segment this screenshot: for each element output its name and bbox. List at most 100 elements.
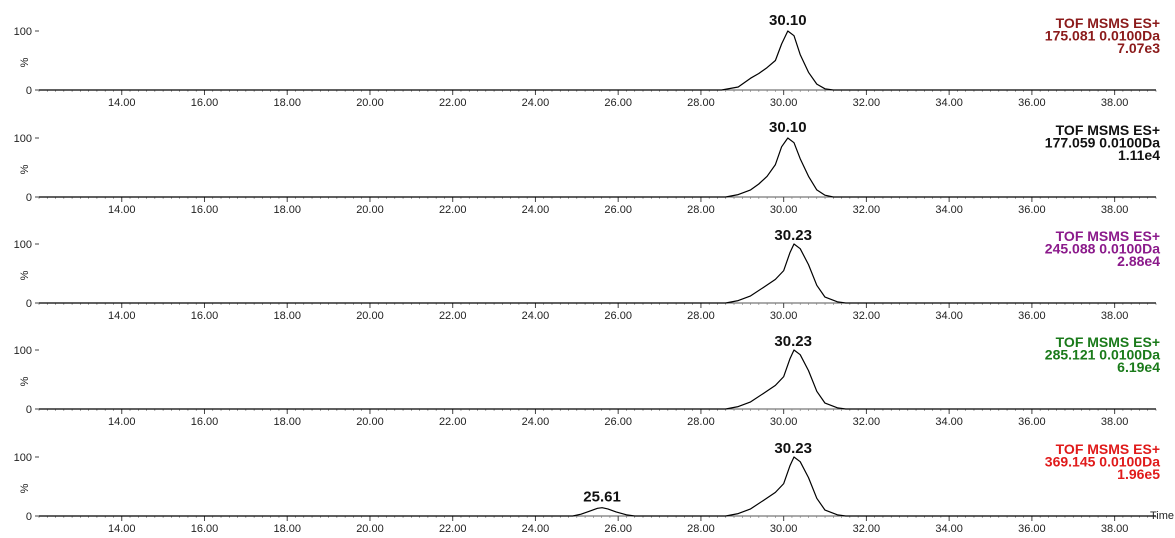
x-tick-label: 18.00 xyxy=(273,97,301,109)
x-tick-label: 20.00 xyxy=(356,523,384,533)
x-tick-label: 22.00 xyxy=(439,310,467,322)
x-tick-label: 38.00 xyxy=(1101,310,1129,322)
x-tick-label: 30.00 xyxy=(770,523,798,533)
peak-label: 30.10 xyxy=(769,119,807,136)
x-tick-label: 28.00 xyxy=(687,416,715,428)
y-tick-label: 100 xyxy=(14,133,32,145)
x-tick-label: 14.00 xyxy=(108,204,136,216)
x-tick-label: 26.00 xyxy=(604,416,632,428)
x-tick-label: 14.00 xyxy=(108,97,136,109)
x-tick-label: 18.00 xyxy=(273,310,301,322)
x-tick-label: 22.00 xyxy=(439,97,467,109)
trace-info-line: 6.19e4 xyxy=(1117,359,1160,375)
x-tick-label: 38.00 xyxy=(1101,523,1129,533)
trace-info-line: 175.081 0.0100Da xyxy=(1045,28,1160,44)
y-tick-label: 0 xyxy=(26,298,32,310)
x-tick-label: 16.00 xyxy=(191,523,219,533)
trace-info-line: 369.145 0.0100Da xyxy=(1045,454,1160,470)
x-tick-label: 28.00 xyxy=(687,310,715,322)
x-tick-label: 28.00 xyxy=(687,204,715,216)
x-tick-label: 30.00 xyxy=(770,204,798,216)
x-tick-label: 16.00 xyxy=(191,204,219,216)
x-tick-label: 32.00 xyxy=(853,97,881,109)
x-tick-label: 30.00 xyxy=(770,310,798,322)
x-tick-label: 24.00 xyxy=(522,416,550,428)
x-tick-label: 34.00 xyxy=(935,416,963,428)
x-tick-label: 26.00 xyxy=(604,204,632,216)
x-tick-label: 16.00 xyxy=(191,416,219,428)
x-tick-label: 28.00 xyxy=(687,523,715,533)
x-tick-label: 20.00 xyxy=(356,310,384,322)
y-axis-label: % xyxy=(19,270,31,280)
trace-info-line: TOF MSMS ES+ xyxy=(1056,441,1160,457)
chromatogram-panel-1: 14.00 16.00 18.00 20.00 22.00 24.00 26.00 28.00… xyxy=(14,12,1161,109)
trace-info-line: TOF MSMS ES+ xyxy=(1056,122,1160,138)
peak-label: 25.61 xyxy=(583,489,621,506)
y-tick-label: 100 xyxy=(14,345,32,357)
x-tick-label: 16.00 xyxy=(191,310,219,322)
x-tick-label: 36.00 xyxy=(1018,310,1046,322)
x-tick-label: 32.00 xyxy=(853,523,881,533)
trace-info-line: 1.11e4 xyxy=(1118,147,1160,163)
x-tick-label: 28.00 xyxy=(687,97,715,109)
x-tick-label: 38.00 xyxy=(1101,97,1129,109)
chromatogram-panel-5: 14.00 16.00 18.00 20.00 22.00 24.00 26.00 28.00… xyxy=(14,440,1161,535)
x-tick-label: 34.00 xyxy=(935,310,963,322)
x-tick-label: 20.00 xyxy=(356,204,384,216)
x-tick-label: 24.00 xyxy=(522,97,550,109)
y-tick-label: 0 xyxy=(26,85,32,97)
peak-label: 30.10 xyxy=(769,12,807,29)
x-tick-label: 24.00 xyxy=(522,204,550,216)
y-axis-label: % xyxy=(19,376,31,386)
x-tick-label: 14.00 xyxy=(108,416,136,428)
peak-label: 30.23 xyxy=(774,227,812,244)
trace-info-line: 285.121 0.0100Da xyxy=(1045,347,1160,363)
x-tick-label: 36.00 xyxy=(1018,204,1046,216)
x-tick-label: 14.00 xyxy=(108,523,136,533)
y-tick-label: 0 xyxy=(26,511,32,523)
chromatogram-panel-4: 14.00 16.00 18.00 20.00 22.00 24.00 26.00 28.00… xyxy=(14,333,1161,428)
peak-label: 30.23 xyxy=(774,440,812,457)
x-tick-label: 14.00 xyxy=(108,310,136,322)
x-tick-label: 30.00 xyxy=(770,416,798,428)
x-tick-label: 34.00 xyxy=(935,97,963,109)
x-tick-label: 22.00 xyxy=(439,416,467,428)
trace-info-line: 245.088 0.0100Da xyxy=(1045,241,1160,257)
x-tick-label: 16.00 xyxy=(191,97,219,109)
chromatogram-trace xyxy=(39,349,1156,410)
trace-info-line: TOF MSMS ES+ xyxy=(1056,15,1160,31)
y-axis-label: % xyxy=(19,57,31,67)
y-tick-label: 0 xyxy=(26,192,32,204)
trace-info-line: 177.059 0.0100Da xyxy=(1045,135,1160,151)
x-tick-label: 32.00 xyxy=(853,310,881,322)
x-tick-label: 18.00 xyxy=(273,523,301,533)
x-tick-label: 20.00 xyxy=(356,97,384,109)
trace-info-line: 2.88e4 xyxy=(1117,253,1160,269)
x-tick-label: 34.00 xyxy=(935,204,963,216)
x-tick-label: 26.00 xyxy=(604,97,632,109)
x-tick-label: 24.00 xyxy=(522,523,550,533)
peak-label: 30.23 xyxy=(774,333,812,350)
y-axis-label: % xyxy=(19,483,31,493)
x-tick-label: 22.00 xyxy=(439,523,467,533)
x-tick-label: 32.00 xyxy=(853,204,881,216)
trace-info-line: TOF MSMS ES+ xyxy=(1056,228,1160,244)
y-axis-label: % xyxy=(19,164,31,174)
x-axis-label: Time xyxy=(1150,510,1174,522)
x-tick-label: 32.00 xyxy=(853,416,881,428)
chromatogram-panel-3: 14.00 16.00 18.00 20.00 22.00 24.00 26.00 28.00… xyxy=(14,227,1161,322)
trace-info-line: 7.07e3 xyxy=(1117,40,1160,56)
x-tick-label: 20.00 xyxy=(356,416,384,428)
x-tick-label: 26.00 xyxy=(604,310,632,322)
x-tick-label: 30.00 xyxy=(770,97,798,109)
x-tick-label: 36.00 xyxy=(1018,97,1046,109)
chromatogram-trace xyxy=(39,243,1156,304)
x-tick-label: 38.00 xyxy=(1101,416,1129,428)
chromatogram-trace xyxy=(39,456,1156,517)
x-tick-label: 36.00 xyxy=(1018,523,1046,533)
chromatogram-panel-2: 14.00 16.00 18.00 20.00 22.00 24.00 26.00 28.00… xyxy=(14,119,1161,216)
y-tick-label: 100 xyxy=(14,239,32,251)
x-tick-label: 34.00 xyxy=(935,523,963,533)
